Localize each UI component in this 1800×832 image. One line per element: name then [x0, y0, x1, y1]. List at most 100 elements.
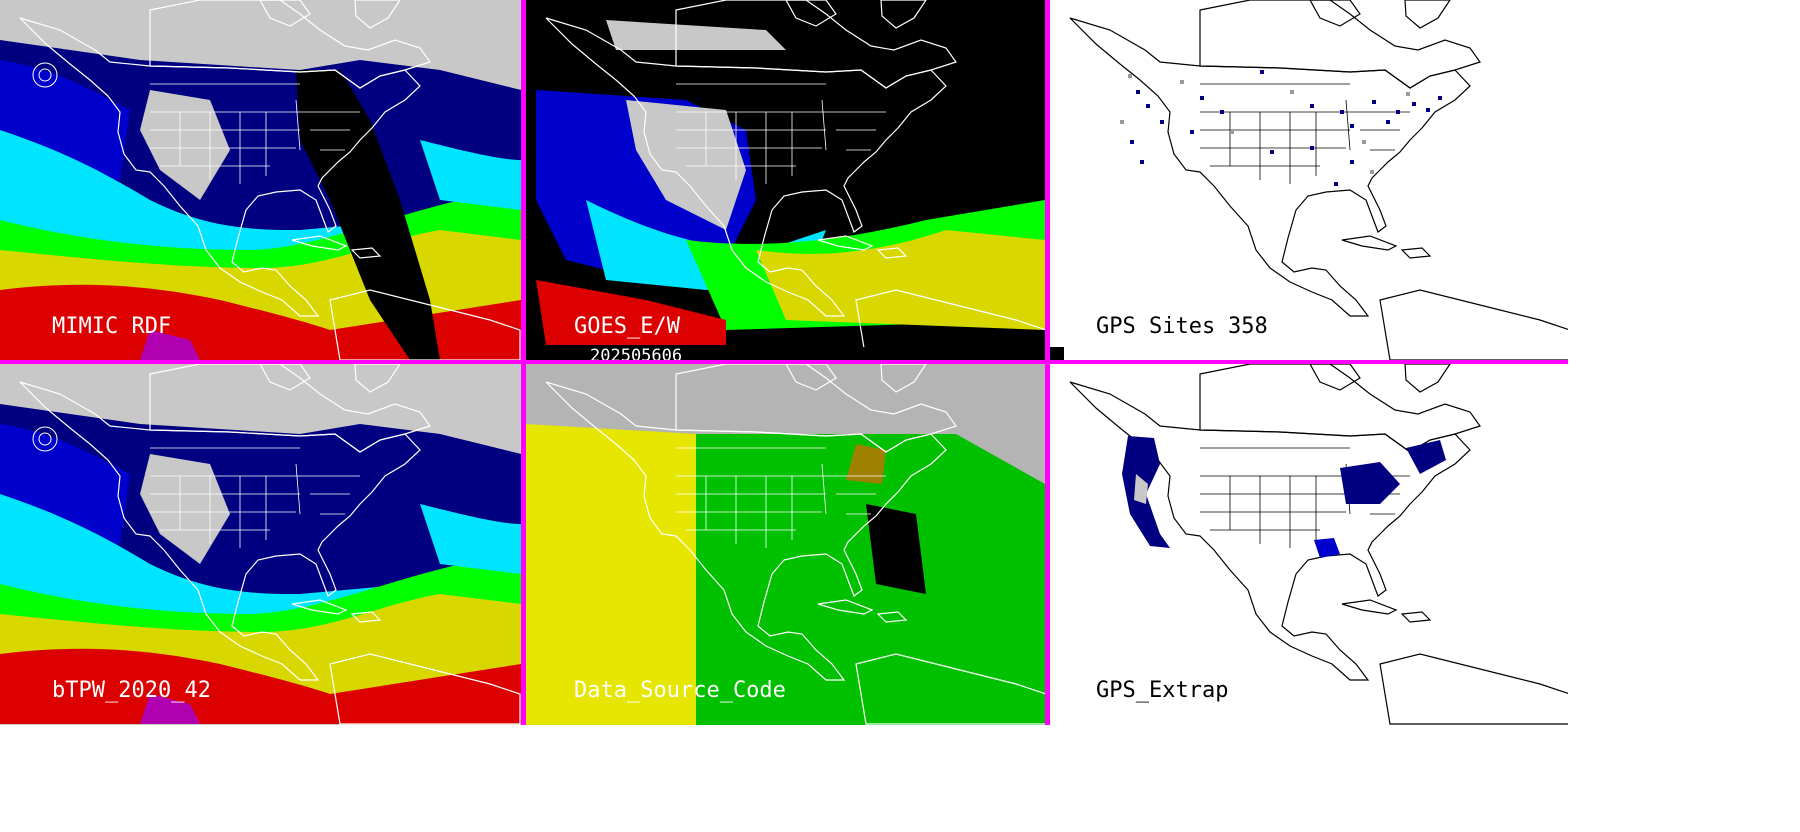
panel-label-goes: GOES_E/W: [574, 314, 680, 339]
gps-extrap-gulf: [1314, 538, 1340, 558]
cyclone-swirl-inner: [38, 68, 52, 82]
greenland-outline: [1404, 0, 1451, 29]
gps-site-marker: [1334, 182, 1338, 186]
gps-extrap-west-gray: [1134, 474, 1148, 504]
tpw-dry-west: [140, 90, 230, 200]
panel-label-btpw: bTPW_2020_42: [52, 678, 211, 703]
gps-site-marker: [1220, 110, 1224, 114]
gps-site-marker: [1190, 130, 1194, 134]
data-source-code-map: [526, 364, 1045, 725]
panel-gps-extrap: GPS_Extrap: [1050, 364, 1568, 725]
coastline: [545, 17, 947, 317]
gps-site-marker: [1130, 140, 1134, 144]
gps-site-marker: [1350, 124, 1354, 128]
greenland-outline: [354, 0, 401, 29]
gps-site-marker: [1412, 102, 1416, 106]
gps-site-marker: [1396, 110, 1400, 114]
tpw-dry-west: [140, 454, 230, 564]
gps-site-marker: [1160, 120, 1164, 124]
hispaniola-outline: [1400, 247, 1432, 259]
cyclone-swirl-inner: [38, 432, 52, 446]
coastline: [1069, 381, 1471, 681]
gps-site-marker: [1370, 170, 1374, 174]
greenland-outline: [880, 0, 927, 29]
hispaniola-outline: [876, 611, 908, 623]
south-america-outline: [855, 653, 1045, 725]
gps-sites-map: [1050, 0, 1568, 360]
tpw-map-goes: [526, 0, 1045, 360]
tpw-band-atlantic: [420, 140, 521, 210]
tpw-map-mimic: [0, 0, 521, 360]
state-boundary: [295, 99, 301, 151]
cyclone-swirl: [32, 62, 58, 88]
panel-goes: GOES_E/W: [526, 0, 1045, 360]
state-boundary: [295, 463, 301, 515]
panel-mimic-rdf: MIMIC RDF: [0, 0, 521, 360]
tpw-map-btpw: [0, 364, 521, 725]
gps-site-marker: [1200, 96, 1204, 100]
tpw-band-max: [140, 330, 200, 360]
cuba-outline: [817, 235, 874, 251]
gps-background: [1050, 364, 1568, 725]
separator-horizontal: [0, 360, 1568, 364]
panel-label-mimic: MIMIC RDF: [52, 314, 172, 339]
goes-dry: [626, 100, 746, 230]
state-boundary: [821, 99, 827, 151]
panel-label-gps-sites: GPS Sites: [1096, 314, 1216, 339]
dsc-zone-mixed: [846, 444, 886, 484]
goes-band-high: [756, 230, 1045, 330]
gps-site-marker: [1372, 100, 1376, 104]
cuba-outline: [817, 599, 874, 615]
gps-site-marker: [1426, 108, 1430, 112]
dsc-zone-west: [526, 424, 696, 725]
coastline: [19, 17, 421, 317]
gps-extrap-map: [1050, 364, 1568, 725]
south-america-outline: [329, 653, 521, 725]
gps-site-marker: [1180, 80, 1184, 84]
panel-label-dsc: Data_Source_Code: [574, 678, 786, 703]
cuba-outline: [291, 599, 348, 615]
gps-site-marker: [1128, 74, 1132, 78]
gps-extrap-northeast: [1406, 440, 1446, 474]
dsc-zone-missing: [866, 504, 926, 594]
coastline: [19, 381, 421, 681]
island-outline: [785, 364, 837, 391]
hispaniola-outline: [876, 247, 908, 259]
tpw-band-atlantic: [420, 504, 521, 574]
gps-site-marker: [1350, 160, 1354, 164]
south-america-outline: [1379, 653, 1568, 725]
gps-site-marker: [1406, 92, 1410, 96]
panel-label-gps-extrap: GPS_Extrap: [1096, 678, 1229, 703]
goes-band-veryhigh: [536, 280, 726, 345]
south-america-outline: [329, 289, 521, 360]
dsc-zone-gray: [526, 374, 706, 414]
greenland-outline: [1404, 364, 1451, 393]
panel-data-source-code: Data_Source_Code: [526, 364, 1045, 725]
cuba-outline: [1341, 599, 1398, 615]
cyclone-swirl: [32, 426, 58, 452]
gps-site-marker: [1386, 120, 1390, 124]
tpw-band-max: [140, 694, 200, 724]
gps-site-count: 358: [1228, 314, 1268, 339]
gps-site-marker: [1136, 90, 1140, 94]
dsc-zone-east: [696, 434, 1045, 725]
panel-gps-sites: GPS Sites 358: [1050, 0, 1568, 360]
island-outline: [785, 0, 837, 27]
gps-site-marker: [1290, 90, 1294, 94]
gps-site-marker: [1438, 96, 1442, 100]
island-outline: [259, 364, 311, 391]
greenland-outline: [354, 364, 401, 393]
gps-extrap-east: [1340, 462, 1400, 504]
gps-site-marker: [1140, 160, 1144, 164]
gps-background: [1050, 0, 1568, 360]
island-outline: [1309, 364, 1361, 391]
missing-swath: [296, 70, 440, 360]
tpw-band-veryhigh: [0, 648, 521, 724]
south-america-outline: [855, 289, 1045, 360]
hispaniola-outline: [1400, 611, 1432, 623]
island-outline: [259, 0, 311, 27]
south-america-outline: [1379, 289, 1568, 360]
gps-site-marker: [1260, 70, 1264, 74]
gps-site-marker: [1230, 130, 1234, 134]
gps-site-marker: [1310, 146, 1314, 150]
